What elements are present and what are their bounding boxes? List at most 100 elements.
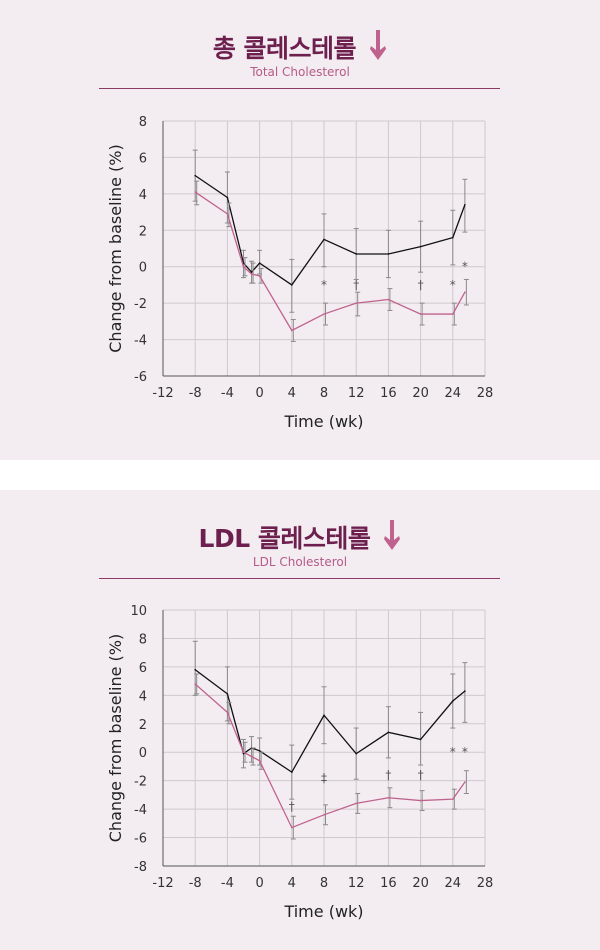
data-point bbox=[452, 313, 454, 315]
x-tick-label: 12 bbox=[348, 876, 365, 891]
significance-marker: † bbox=[418, 278, 424, 292]
x-tick-label: 16 bbox=[380, 876, 397, 891]
y-axis-title: Change from baseline (%) bbox=[106, 634, 125, 842]
x-tick-label: -8 bbox=[189, 876, 202, 891]
ldl-cholesterol-chart: -12 -8 -4 0 4 8 12 16 20 24 28-8-6-4-20246810Time … bbox=[106, 604, 494, 921]
significance-marker: ‡ bbox=[321, 771, 327, 785]
significance-marker: * bbox=[450, 278, 456, 292]
x-tick-label: -4 bbox=[221, 876, 234, 891]
significance-marker: † bbox=[353, 278, 359, 292]
data-point bbox=[242, 265, 245, 268]
x-tick-label: -8 bbox=[189, 386, 202, 401]
x-tick-label: -12 bbox=[152, 876, 173, 891]
x-tick-label: 0 bbox=[255, 386, 263, 401]
chart-title: LDL 콜레스테롤 bbox=[198, 524, 371, 553]
x-axis-title: Time (wk) bbox=[283, 412, 363, 431]
x-tick-label: 8 bbox=[320, 386, 328, 401]
data-point bbox=[355, 752, 358, 755]
data-point bbox=[258, 275, 261, 277]
data-point bbox=[464, 203, 466, 206]
series-1 bbox=[194, 673, 469, 840]
x-tick-label: 20 bbox=[412, 876, 429, 891]
data-point bbox=[194, 191, 196, 193]
data-point bbox=[226, 196, 229, 199]
data-point bbox=[419, 245, 422, 248]
significance-marker: † bbox=[289, 799, 295, 813]
data-point bbox=[387, 298, 390, 301]
ldl-cholesterol-panel: LDL 콜레스테롤 LDL Cholesterol -12 -8 -4 0 4 8 12 16… bbox=[0, 490, 600, 950]
y-tick-label: -4 bbox=[134, 803, 147, 818]
data-point bbox=[323, 313, 325, 315]
data-point bbox=[194, 668, 196, 671]
data-point bbox=[419, 738, 422, 741]
data-point bbox=[242, 751, 245, 754]
significance-marker: † bbox=[385, 768, 391, 782]
y-tick-label: 0 bbox=[139, 746, 147, 761]
x-axis-title: Time (wk) bbox=[283, 902, 363, 921]
series-line bbox=[194, 175, 466, 286]
data-point bbox=[419, 313, 422, 315]
y-tick-label: -2 bbox=[134, 775, 147, 790]
data-point bbox=[452, 798, 454, 800]
data-point bbox=[291, 329, 293, 332]
significance-marker: * bbox=[321, 278, 327, 292]
y-tick-label: 0 bbox=[139, 261, 147, 276]
x-tick-label: 4 bbox=[288, 876, 296, 891]
down-arrow-icon bbox=[383, 518, 401, 556]
data-point bbox=[291, 826, 293, 829]
data-point bbox=[291, 284, 293, 286]
data-point bbox=[226, 213, 229, 215]
series-0 bbox=[192, 640, 468, 800]
x-tick-label: -12 bbox=[152, 386, 173, 401]
series-0 bbox=[192, 149, 468, 313]
series-line bbox=[194, 669, 466, 774]
y-tick-label: -8 bbox=[134, 860, 147, 875]
title-divider bbox=[99, 88, 500, 89]
data-point bbox=[464, 781, 466, 783]
data-point bbox=[323, 814, 325, 816]
series-1 bbox=[194, 180, 469, 342]
significance-marker: * bbox=[450, 745, 456, 759]
data-point bbox=[355, 802, 358, 805]
significance-marker: * bbox=[462, 745, 468, 759]
total-cholesterol-panel: 총 콜레스테롤 Total Cholesterol -12 -8 -4 0 4 8 12 16… bbox=[0, 0, 600, 460]
data-point bbox=[250, 755, 253, 758]
data-point bbox=[419, 799, 422, 802]
series-line bbox=[194, 191, 466, 332]
x-tick-label: 24 bbox=[445, 386, 462, 401]
x-tick-label: 4 bbox=[288, 386, 296, 401]
y-tick-label: -6 bbox=[134, 832, 147, 847]
data-point bbox=[323, 238, 325, 241]
data-point bbox=[464, 690, 466, 692]
data-point bbox=[258, 262, 261, 264]
x-tick-label: 20 bbox=[412, 386, 429, 401]
data-point bbox=[258, 750, 261, 752]
data-point bbox=[464, 291, 466, 294]
data-point bbox=[250, 273, 253, 275]
series-line bbox=[194, 683, 466, 829]
data-point bbox=[323, 714, 325, 717]
title-divider bbox=[99, 578, 500, 579]
data-point bbox=[452, 700, 454, 702]
chart-title: 총 콜레스테롤 bbox=[212, 34, 357, 63]
data-point bbox=[242, 752, 245, 755]
x-tick-label: -4 bbox=[221, 386, 234, 401]
x-tick-label: 16 bbox=[380, 386, 397, 401]
y-tick-label: 6 bbox=[139, 151, 147, 166]
significance-marker: * bbox=[462, 260, 468, 274]
x-tick-label: 28 bbox=[477, 876, 494, 891]
y-tick-label: 6 bbox=[139, 661, 147, 676]
y-tick-label: 4 bbox=[139, 188, 147, 203]
data-point bbox=[194, 683, 196, 685]
y-tick-label: -4 bbox=[134, 334, 147, 349]
data-point bbox=[387, 253, 390, 255]
x-tick-label: 12 bbox=[348, 386, 365, 401]
x-tick-label: 28 bbox=[477, 386, 494, 401]
data-point bbox=[194, 174, 196, 177]
y-tick-label: 2 bbox=[139, 224, 147, 239]
y-tick-label: 2 bbox=[139, 718, 147, 733]
x-tick-label: 8 bbox=[320, 876, 328, 891]
y-tick-label: -2 bbox=[134, 297, 147, 312]
down-arrow-icon bbox=[369, 28, 387, 66]
